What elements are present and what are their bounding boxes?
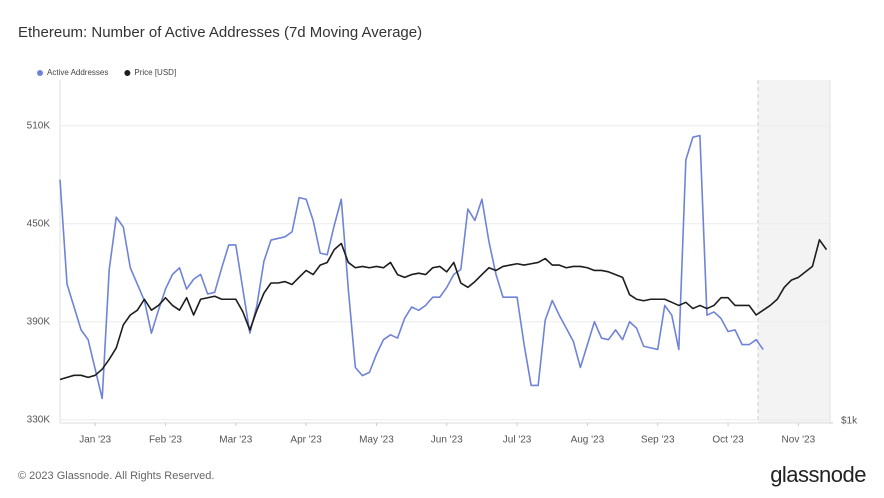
chart-title: Ethereum: Number of Active Addresses (7d…: [18, 24, 422, 41]
legend-label: Price [USD]: [134, 68, 176, 77]
x-tick-label: Apr '23: [290, 435, 322, 446]
series-line: [59, 134, 764, 400]
shaded-region: [758, 80, 830, 423]
x-tick-label: Mar '23: [219, 435, 252, 446]
x-tick-label: Jan '23: [79, 435, 111, 446]
series-line: [59, 239, 828, 381]
y-tick-label: 330K: [27, 414, 51, 425]
y2-tick-label: $1k: [841, 416, 858, 427]
x-tick-label: Jul '23: [503, 435, 532, 446]
legend-label: Active Addresses: [47, 68, 108, 77]
x-tick-label: Aug '23: [571, 435, 605, 446]
x-tick-label: Jun '23: [431, 435, 463, 446]
x-tick-label: Oct '23: [712, 435, 744, 446]
y-tick-label: 450K: [27, 218, 51, 229]
brand-logo: glassnode: [770, 462, 866, 487]
legend-marker: [124, 70, 131, 76]
x-tick-label: May '23: [359, 435, 394, 446]
x-tick-label: Sep '23: [641, 435, 675, 446]
x-tick-label: Feb '23: [149, 435, 182, 446]
copyright: © 2023 Glassnode. All Rights Reserved.: [18, 470, 214, 482]
y-tick-label: 390K: [27, 316, 51, 327]
legend-marker: [37, 70, 43, 76]
y-tick-label: 510K: [27, 120, 51, 131]
x-tick-label: Nov '23: [782, 435, 816, 446]
